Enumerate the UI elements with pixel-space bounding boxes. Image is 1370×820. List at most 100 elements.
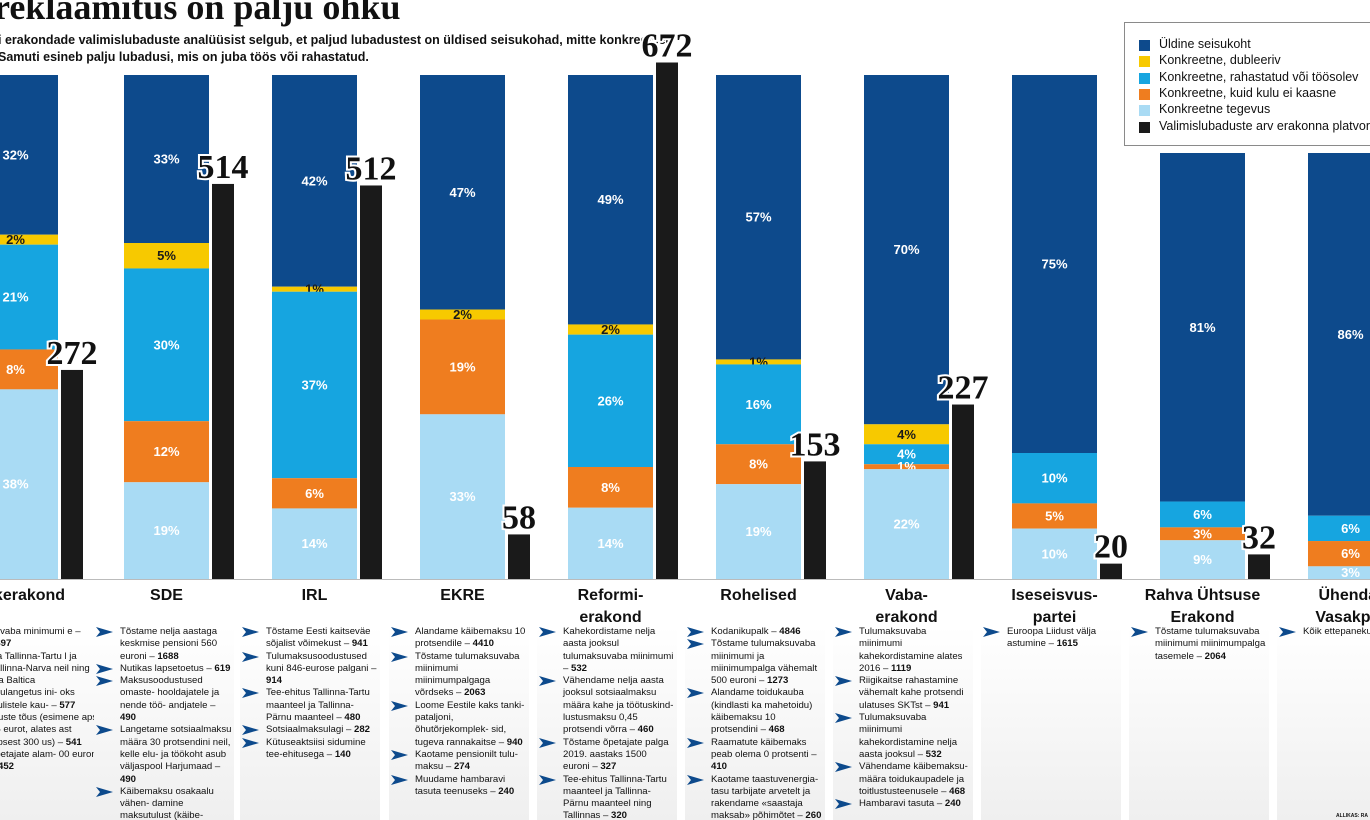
segment-label: 57% (745, 210, 771, 225)
promise-cost: 941 (933, 699, 950, 711)
promise-item: Hambaravi tasuta – 240 (833, 798, 973, 810)
segment-label: 86% (1337, 327, 1363, 342)
segment-label: 3% (1193, 526, 1212, 541)
bar-segment (1308, 566, 1370, 579)
promise-item: Tõstame tulumaksuvaba miinimumi miinimum… (389, 651, 529, 700)
promise-item: Nutikas lapsetoetus – 619 (94, 663, 234, 675)
bar-segment (1012, 453, 1097, 504)
promise-text: Tee-ehitus Tallinna-Tartu maanteel ja Ta… (266, 687, 370, 724)
arrow-icon (539, 737, 556, 748)
promise-cost: 4410 (472, 638, 494, 650)
arrow-icon (1279, 627, 1296, 637)
baseline-divider (0, 579, 1370, 580)
promise-text: Kaotame pensionilt tulu- maksu – (415, 748, 518, 773)
count-label: 32 (1242, 519, 1276, 556)
segment-label: 16% (745, 397, 771, 412)
party-name-line: SDE (150, 587, 183, 604)
bar-segment (1160, 540, 1245, 579)
arrow-icon (687, 688, 704, 699)
promise-item: Tulumaksuvaba miinimumi kahekordistamine… (833, 712, 973, 761)
promise-text: Kõik ettepanekud (1303, 626, 1370, 637)
bar-segment (1160, 153, 1245, 502)
party-name-line: Rahva Ühtsuse (1144, 587, 1261, 604)
promise-item: Alandame käibemaksu 10 protsendile – 441… (389, 626, 529, 651)
promise-item: Tõstame Eesti kaitseväe sõjalist võimeku… (240, 626, 380, 651)
promise-column: Alandame käibemaksu 10 protsendile – 441… (389, 626, 529, 820)
count-bar (656, 62, 678, 580)
arrow-icon (96, 676, 113, 687)
arrow-icon (687, 639, 704, 650)
promise-text: Tõstame õpetajate palga 2019. aastaks 15… (563, 736, 669, 773)
segment-label: 30% (153, 337, 179, 352)
segment-label: 75% (1041, 257, 1067, 272)
promise-item: Maksusoodustused omaste- hooldajatele ja… (94, 675, 234, 724)
promise-cost: 468 (949, 785, 966, 797)
arrow-icon (96, 786, 113, 797)
segment-label: 21% (2, 290, 28, 305)
promise-text: Hambaravi tasuta – (859, 798, 945, 810)
segment-label: 47% (449, 185, 475, 200)
segment-label: 10% (1041, 471, 1067, 486)
promise-column: suvaba minimumi e – 1397l ja Tallinna-Ta… (0, 626, 104, 820)
promise-text: Tõstame Eesti kaitseväe sõjalist võimeku… (266, 626, 371, 650)
segment-label: 5% (157, 248, 176, 263)
party-name: Rahva Ühtsuse Erakond (1133, 585, 1273, 629)
promise-text: Käibemaksu osakaalu vähen- damine maksut… (120, 785, 214, 820)
promise-cost: 320 (611, 810, 628, 820)
arrow-icon (539, 676, 556, 687)
promise-text: Nutikas lapsetoetus – (120, 662, 215, 674)
promise-item: Vähendame käibemaksu- määra toidukaupade… (833, 761, 973, 798)
promise-text: Raamatute käibemaks peab olema 0 protsen… (711, 736, 817, 760)
promise-cost: 410 (711, 761, 728, 773)
bar-segment (864, 444, 949, 465)
promise-text: Tulumaksuvaba miinimumi kahekordistamine… (859, 712, 958, 760)
bar-segment (716, 484, 801, 579)
promise-item: Raamatute käibemaks peab olema 0 protsen… (685, 737, 825, 774)
segment-label: 49% (597, 192, 623, 207)
arrow-icon (242, 688, 259, 699)
segment-label: 2% (601, 322, 620, 337)
bar-segment (124, 268, 209, 422)
bar-segment (124, 482, 209, 579)
legend-swatch (1139, 105, 1150, 117)
arrow-icon (242, 651, 259, 662)
arrow-icon (96, 725, 113, 736)
count-bar (212, 183, 234, 579)
promise-text: Kaotame taastuvenergia- tasu tarbijate a… (711, 773, 819, 820)
party-name: kerakond (0, 585, 100, 607)
arrow-icon (391, 749, 408, 760)
bar-segment (420, 75, 505, 310)
promise-item: Kahekordistame nelja aasta jooksul tulum… (537, 626, 677, 675)
party-name-line: Vaba- (885, 587, 928, 604)
bar-segment (1160, 527, 1245, 541)
count-bar (804, 461, 826, 579)
promise-cost: 260 (805, 810, 822, 820)
bar-segment (568, 334, 653, 467)
promise-item: Kodanikupalk – 4846 (685, 626, 825, 638)
arrow-icon (687, 737, 704, 748)
source-note: ALLIKAS: RA (1336, 813, 1368, 819)
segment-label: 37% (301, 377, 327, 392)
promise-cost: 240 (944, 798, 961, 810)
promise-cost: 532 (925, 748, 942, 760)
bar-segment (568, 75, 653, 325)
promise-text: suulangetus ini- oks olulistele kau- – (0, 687, 75, 711)
count-label: 672 (642, 28, 693, 65)
promise-text: Muudame hambaravi tasuta teenuseks – (415, 773, 506, 797)
promise-cost: 480 (344, 712, 361, 724)
arrow-icon (391, 700, 408, 711)
segment-label: 2% (453, 307, 472, 322)
bar-segment (272, 291, 357, 479)
segment-label: 4% (897, 427, 916, 442)
promise-text: suvaba minimumi e – (0, 626, 81, 637)
promise-column: Tõstame nelja aastaga keskmise pensioni … (94, 626, 234, 820)
bar-segment (272, 478, 357, 509)
promise-item: l ja Tallinna-Tartu l ja Tallinna-Narva … (0, 651, 104, 688)
promise-cost: 1615 (1056, 638, 1078, 650)
bar-segment (1012, 75, 1097, 453)
promise-text: Tee-ehitus Tallinna-Tartu maanteel ja Ta… (563, 773, 667, 820)
segment-label: 9% (1193, 552, 1212, 567)
segment-label: 8% (749, 457, 768, 472)
bar-segment (864, 469, 949, 579)
